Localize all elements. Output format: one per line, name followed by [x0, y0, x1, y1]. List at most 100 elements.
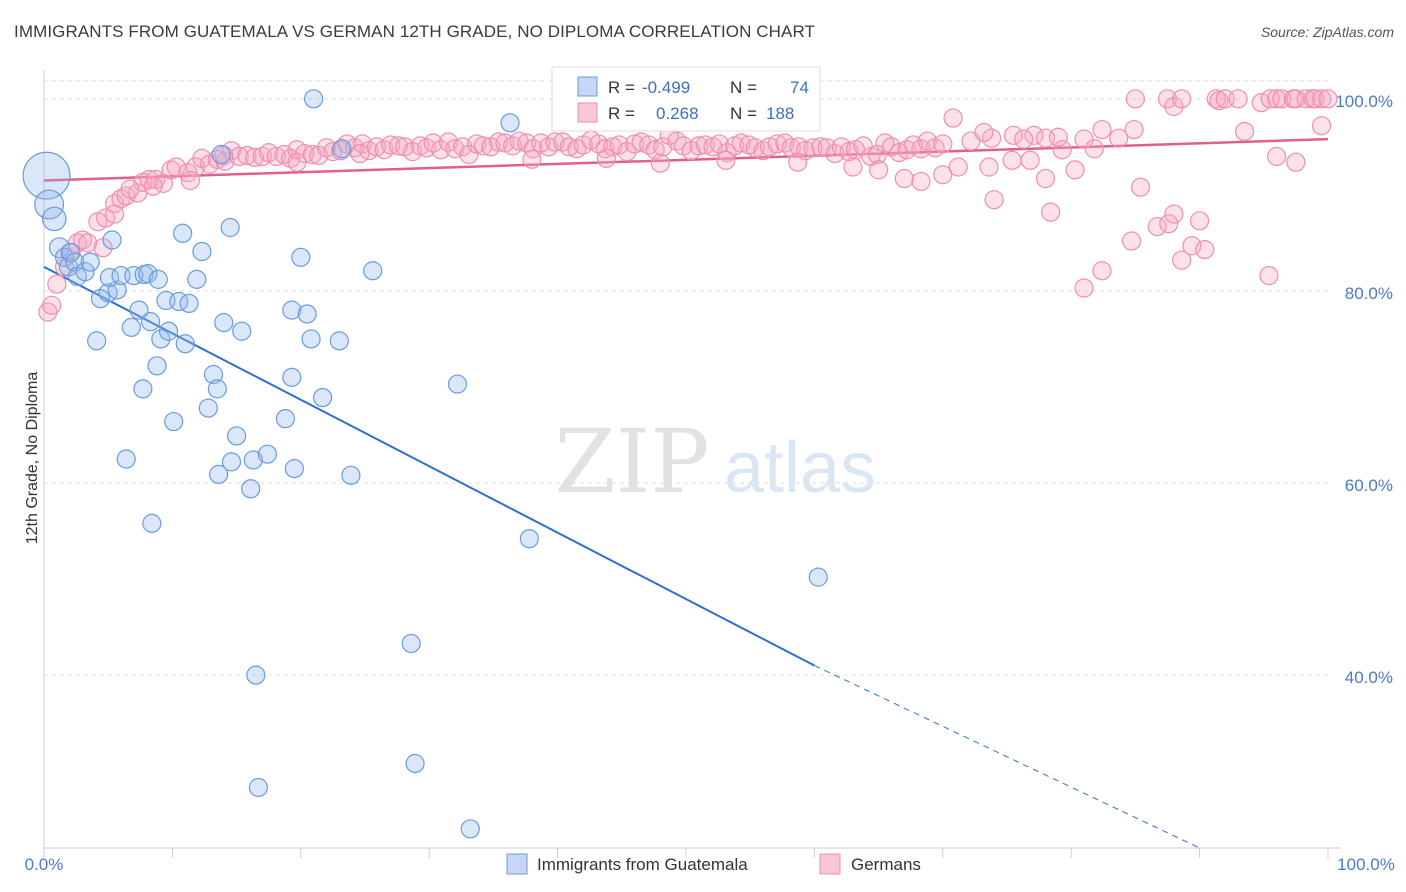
data-point-germans — [917, 131, 937, 151]
data-point-germans — [650, 153, 670, 173]
data-point-germans — [881, 137, 902, 157]
axes — [43, 70, 1340, 849]
data-point-germans — [1084, 139, 1104, 159]
data-point-germans — [717, 143, 737, 163]
data-point-germans — [237, 145, 257, 166]
data-point-germans — [192, 148, 212, 168]
data-point-germans — [1260, 89, 1280, 109]
data-point-germans — [473, 136, 493, 156]
data-point-germans — [78, 233, 98, 253]
data-point-germans — [609, 135, 629, 155]
n-value-guatemala: 74 — [790, 78, 809, 97]
data-point-germans — [1286, 152, 1306, 172]
data-point-guatemala — [90, 288, 111, 309]
data-point-germans — [47, 274, 67, 294]
data-point-guatemala — [313, 387, 333, 408]
data-point-germans — [1035, 168, 1056, 189]
data-point-guatemala — [241, 479, 261, 499]
data-point-guatemala — [158, 321, 179, 341]
data-point-germans — [868, 160, 889, 180]
legend-swatch-germans — [577, 102, 598, 123]
data-point-germans — [431, 140, 451, 160]
data-point-germans — [731, 133, 751, 153]
data-point-guatemala — [142, 513, 162, 533]
data-point-germans — [1065, 160, 1085, 180]
data-point-germans — [981, 128, 1002, 148]
data-point-germans — [974, 122, 994, 143]
data-point-germans — [1286, 89, 1306, 109]
data-point-germans — [1259, 265, 1279, 286]
data-point-guatemala — [203, 364, 224, 385]
data-point-germans — [759, 137, 780, 157]
data-point-germans — [180, 170, 200, 191]
data-point-germans — [853, 136, 873, 156]
data-point-germans — [161, 160, 181, 180]
data-point-germans — [767, 134, 787, 154]
data-point-guatemala — [519, 529, 539, 549]
data-point-germans — [1164, 204, 1184, 224]
r-label-guatemala: R = — [608, 78, 635, 97]
data-point-germans — [522, 149, 542, 169]
data-point-germans — [178, 163, 198, 183]
x-tick-label: 100.0% — [1337, 855, 1395, 874]
data-point-guatemala — [808, 567, 828, 587]
data-point-germans — [1002, 150, 1022, 170]
data-point-guatemala — [227, 426, 247, 446]
data-point-germans — [1125, 89, 1146, 109]
data-point-germans — [1195, 240, 1215, 260]
data-point-guatemala — [460, 819, 480, 839]
data-point-germans — [143, 176, 163, 196]
series-legend-label-guatemala: Immigrants from Guatemala — [537, 855, 748, 874]
data-point-germans — [105, 204, 125, 224]
data-point-germans — [1048, 127, 1068, 147]
data-point-guatemala — [341, 465, 361, 485]
data-point-germans — [452, 137, 473, 157]
data-point-guatemala — [500, 113, 520, 133]
data-point-germans — [1182, 236, 1202, 256]
data-point-germans — [1074, 278, 1094, 298]
series-legend: Immigrants from Guatemala Germans — [506, 853, 921, 875]
data-point-guatemala — [214, 313, 234, 333]
data-point-guatemala — [121, 317, 141, 338]
data-point-germans — [781, 138, 801, 158]
data-point-guatemala — [65, 252, 85, 272]
data-point-guatemala — [282, 300, 302, 320]
data-point-guatemala — [329, 331, 349, 351]
series-legend-label-germans: Germans — [851, 855, 921, 874]
data-point-germans — [1189, 211, 1210, 231]
data-point-guatemala — [282, 367, 302, 387]
data-point-germans — [1014, 129, 1034, 149]
data-point-germans — [716, 150, 736, 170]
data-point-germans — [381, 135, 401, 155]
data-point-germans — [1267, 146, 1287, 167]
data-point-germans — [911, 171, 931, 192]
data-point-guatemala — [34, 189, 65, 220]
data-point-germans — [459, 144, 479, 165]
data-point-guatemala — [257, 444, 278, 464]
data-point-guatemala — [211, 144, 231, 165]
trend-line-guatemala — [43, 266, 815, 667]
n-label-germans: N = — [730, 104, 757, 123]
data-point-germans — [488, 132, 509, 152]
legend-swatch-guatemala — [577, 76, 598, 97]
series-legend-swatch-germans — [819, 853, 841, 875]
x-tick-label: 0.0% — [25, 855, 64, 874]
data-point-guatemala — [151, 329, 171, 349]
data-point-germans — [595, 139, 615, 159]
data-point-germans — [795, 141, 816, 161]
data-point-guatemala — [148, 269, 168, 289]
y-tick-label: 40.0% — [1345, 668, 1393, 687]
data-point-germans — [1172, 250, 1192, 270]
data-point-germans — [1157, 89, 1178, 109]
data-point-guatemala — [232, 321, 252, 341]
data-point-germans — [1234, 121, 1255, 142]
data-point-germans — [1228, 89, 1248, 109]
data-point-guatemala — [304, 89, 324, 109]
data-point-guatemala — [284, 459, 304, 479]
data-point-guatemala — [147, 356, 167, 376]
data-point-guatemala — [243, 450, 263, 470]
data-point-germans — [350, 143, 370, 164]
data-point-germans — [1024, 125, 1044, 145]
data-point-germans — [388, 136, 408, 156]
watermark: ZIP atlas — [554, 410, 876, 513]
